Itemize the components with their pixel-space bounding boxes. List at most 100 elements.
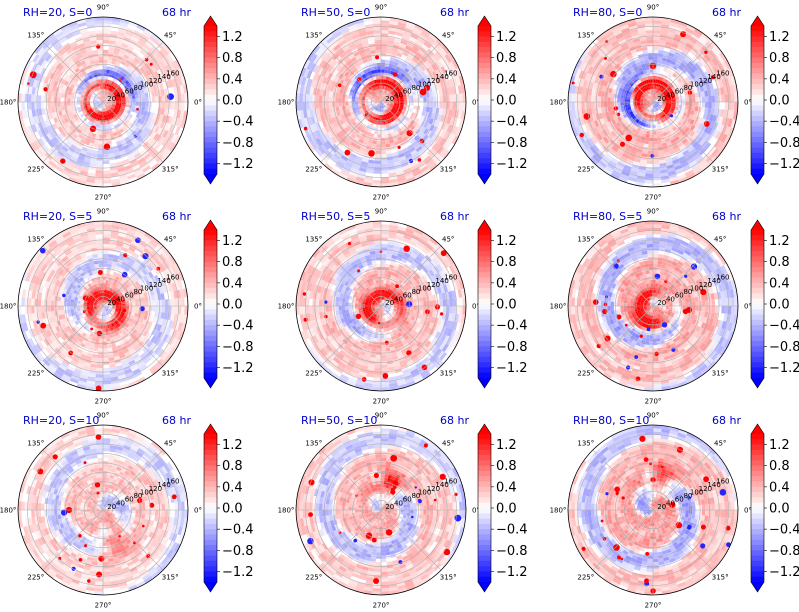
field-cell (656, 130, 660, 135)
field-cell (659, 112, 663, 117)
field-cell (718, 116, 724, 125)
field-cell (389, 81, 393, 85)
field-cell (711, 148, 720, 157)
field-cell (676, 67, 682, 73)
colorbar-segment (204, 158, 217, 164)
field-cell (342, 45, 350, 52)
field-cell (407, 118, 413, 124)
field-cell (446, 132, 453, 142)
field-cell (154, 53, 162, 62)
field-cell (413, 154, 422, 162)
field-cell (446, 62, 453, 72)
field-cell (96, 102, 100, 104)
field-cell (122, 111, 127, 116)
field-cell (693, 168, 703, 176)
field-cell (110, 310, 115, 314)
field-cell (432, 125, 438, 134)
field-cell (577, 94, 582, 102)
field-cell (349, 80, 355, 86)
field-cell (392, 106, 397, 109)
field-cell (110, 297, 114, 301)
field-cell (351, 164, 360, 171)
field-cell (616, 48, 624, 55)
field-cell (678, 155, 686, 162)
field-cell (659, 162, 667, 167)
field-cell (636, 98, 641, 101)
field-cell (387, 103, 391, 105)
field-cell (435, 107, 440, 115)
field-cell (358, 104, 362, 107)
field-cell (365, 116, 370, 121)
field-cell (52, 74, 58, 81)
field-cell (624, 116, 630, 122)
field-cell (594, 53, 602, 62)
field-cell (643, 87, 647, 92)
angular-gridline (320, 41, 382, 103)
field-cell (324, 33, 333, 42)
convective-cell (610, 70, 617, 78)
field-cell (420, 31, 429, 39)
field-cell (400, 88, 405, 93)
field-cell (55, 75, 61, 83)
field-cell (608, 132, 615, 140)
field-cell (643, 99, 647, 101)
field-cell (369, 46, 376, 51)
field-cell (575, 126, 582, 136)
field-cell (721, 94, 725, 102)
field-cell (148, 74, 154, 81)
field-cell (626, 102, 631, 105)
field-cell (134, 127, 140, 133)
field-cell (345, 94, 349, 99)
field-cell (345, 108, 350, 114)
field-cell (451, 109, 456, 118)
field-cell (691, 46, 699, 54)
field-cell (678, 114, 683, 119)
field-cell (318, 75, 325, 83)
field-cell (126, 82, 132, 88)
field-cell (434, 127, 441, 135)
field-cell (668, 173, 678, 179)
field-cell (132, 33, 141, 40)
field-cell (628, 65, 634, 71)
field-cell (617, 82, 622, 88)
field-cell (171, 117, 177, 126)
field-cell (112, 86, 117, 90)
field-cell (653, 43, 660, 47)
angle-tick-label: 270° (95, 194, 112, 202)
field-cell (701, 162, 710, 171)
field-cell (159, 128, 166, 137)
field-cell (709, 114, 714, 122)
field-cell (422, 106, 427, 112)
field-cell (571, 85, 577, 94)
field-cell (361, 78, 366, 83)
field-cell (377, 66, 381, 70)
field-cell (660, 88, 664, 93)
field-cell (106, 293, 109, 297)
field-cell (373, 134, 378, 138)
field-cell (682, 102, 686, 106)
field-cell (93, 112, 97, 117)
field-cell (173, 135, 181, 145)
field-cell (685, 42, 694, 50)
field-cell (400, 65, 406, 71)
field-cell (374, 113, 377, 118)
field-cell (608, 36, 617, 44)
field-cell (701, 33, 710, 42)
angle-tick-label: 225° (305, 166, 322, 174)
polar-frame (295, 16, 467, 188)
field-cell (610, 102, 614, 107)
field-cell (150, 118, 156, 125)
field-cell (357, 82, 362, 87)
field-cell (397, 149, 404, 155)
field-cell (694, 62, 701, 70)
field-cell (419, 150, 427, 158)
field-cell (408, 36, 417, 43)
field-cell (637, 95, 642, 98)
field-cell (88, 312, 93, 316)
field-cell (71, 80, 77, 86)
field-cell (134, 82, 139, 88)
field-cell (318, 95, 323, 102)
field-cell (431, 63, 438, 71)
field-cell (89, 70, 94, 76)
field-cell (359, 92, 364, 96)
